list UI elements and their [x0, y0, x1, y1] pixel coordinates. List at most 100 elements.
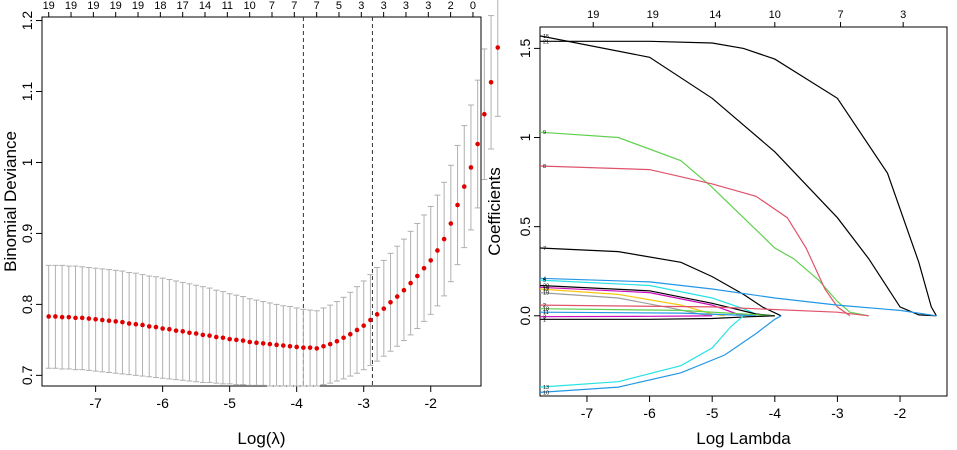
deviance-point — [254, 340, 259, 346]
deviance-point — [341, 335, 346, 341]
deviance-point — [93, 316, 98, 322]
right-x-axis-label: Log Lambda — [696, 429, 791, 448]
top-tick-label: 19 — [110, 0, 122, 12]
top-tick-label: 19 — [132, 0, 144, 12]
top-tick-label: 11 — [222, 0, 233, 12]
top-tick-label: 10 — [244, 0, 256, 12]
deviance-point — [167, 326, 172, 332]
top-tick-label: 10 — [769, 9, 781, 21]
y-tick-label: 1 — [19, 158, 35, 166]
deviance-point — [140, 322, 145, 328]
deviance-point — [160, 326, 165, 331]
deviance-point — [468, 165, 474, 170]
coefficient-line-1 — [540, 315, 775, 320]
coefficient-label-21: 21 — [543, 39, 549, 45]
lambda-vertical-lines — [302, 17, 373, 386]
coefficient-label-11: 11 — [543, 310, 549, 316]
deviance-point — [187, 330, 192, 336]
top-tick-label: 19 — [87, 0, 99, 12]
top-tick-label: 3 — [358, 0, 364, 12]
coefficient-line-2 — [540, 304, 869, 317]
top-tick-label: 19 — [65, 0, 77, 12]
coefficient-line-10 — [540, 315, 782, 393]
top-tick-label: 3 — [381, 0, 387, 12]
y-tick-label: 1.5 — [517, 38, 533, 58]
deviance-point — [287, 343, 293, 349]
top-tick-label: 3 — [403, 0, 409, 12]
deviance-point — [274, 342, 279, 348]
deviance-point — [280, 343, 286, 348]
coefficient-label-7: 7 — [543, 246, 546, 252]
top-tick-label: 14 — [199, 0, 211, 12]
deviance-point — [146, 324, 152, 329]
deviance-point — [354, 327, 360, 333]
deviance-point — [220, 335, 226, 341]
deviance-point — [200, 332, 206, 338]
deviance-point — [461, 184, 467, 189]
y-tick-label: 1.1 — [19, 82, 35, 102]
deviance-point — [448, 221, 454, 226]
y-tick-label: 0.7 — [19, 365, 35, 385]
left-plot-box — [41, 16, 482, 387]
coefficient-label-20: 20 — [543, 283, 549, 289]
deviance-point — [475, 141, 480, 147]
coefficient-label-8: 8 — [543, 164, 546, 170]
coefficient-lines — [540, 35, 937, 393]
right-y-axis-label: Coefficients — [485, 167, 504, 256]
deviance-point — [314, 346, 320, 351]
coefficient-label-10: 10 — [543, 390, 549, 396]
deviance-point — [482, 111, 487, 117]
x-tick-label: -2 — [425, 395, 438, 411]
deviance-point — [247, 339, 253, 345]
x-tick-label: -3 — [831, 405, 844, 421]
deviance-point — [240, 338, 246, 343]
left-x-axis-label: Log(λ) — [237, 429, 285, 448]
coefficient-line-4 — [540, 277, 937, 317]
deviance-point — [428, 258, 434, 263]
deviance-points — [46, 45, 501, 351]
y-tick-label: 1.2 — [19, 11, 35, 31]
coefficient-label-13: 13 — [543, 385, 549, 391]
deviance-point — [173, 328, 179, 333]
deviance-point — [126, 321, 132, 326]
deviance-point — [66, 314, 72, 320]
error-bars — [45, 0, 501, 387]
deviance-point — [441, 236, 447, 242]
deviance-point — [495, 45, 501, 50]
coefficient-line-3 — [540, 315, 713, 318]
right-plot-box — [539, 26, 948, 397]
coefficient-line-19 — [540, 292, 713, 317]
coefficient-label-3: 3 — [543, 315, 546, 321]
x-tick-label: -3 — [357, 395, 370, 411]
coefficient-label-12: 12 — [543, 287, 549, 293]
top-tick-label: 7 — [837, 9, 843, 21]
top-tick-label: 2 — [448, 0, 454, 12]
deviance-point — [334, 338, 340, 344]
y-tick-label: 0.5 — [517, 217, 533, 237]
coefficient-label-15: 15 — [543, 34, 549, 40]
left-axes: -7 -6 -5 -4 -3 -2 0.7 0.8 0.9 1 1.1 1.2 19 19 19 19 19 18… — [19, 0, 476, 411]
deviance-point — [120, 319, 125, 325]
top-tick-label: 7 — [314, 0, 320, 12]
coefficient-line-18 — [540, 308, 775, 317]
deviance-point — [106, 318, 112, 324]
coefficient-label-19: 19 — [543, 291, 549, 297]
right-axes: -7 -6 -5 -4 -3 -20.00.511.519 19 14 10 7 3 — [517, 9, 906, 421]
coefficient-line-7 — [540, 247, 782, 317]
deviance-point — [415, 273, 420, 279]
deviance-point — [408, 280, 413, 286]
deviance-point — [327, 341, 333, 347]
deviance-point — [307, 345, 313, 350]
deviance-point — [180, 329, 186, 334]
deviance-point — [53, 314, 58, 319]
coefficient-line-14 — [540, 286, 750, 317]
deviance-point — [193, 331, 199, 336]
top-tick-label: 19 — [647, 9, 659, 21]
coefficient-label-2: 2 — [543, 303, 546, 309]
top-tick-label: 0 — [470, 0, 476, 12]
coefficient-line-21 — [540, 40, 937, 317]
coefficient-line-13 — [540, 315, 744, 388]
deviance-point — [401, 287, 407, 293]
